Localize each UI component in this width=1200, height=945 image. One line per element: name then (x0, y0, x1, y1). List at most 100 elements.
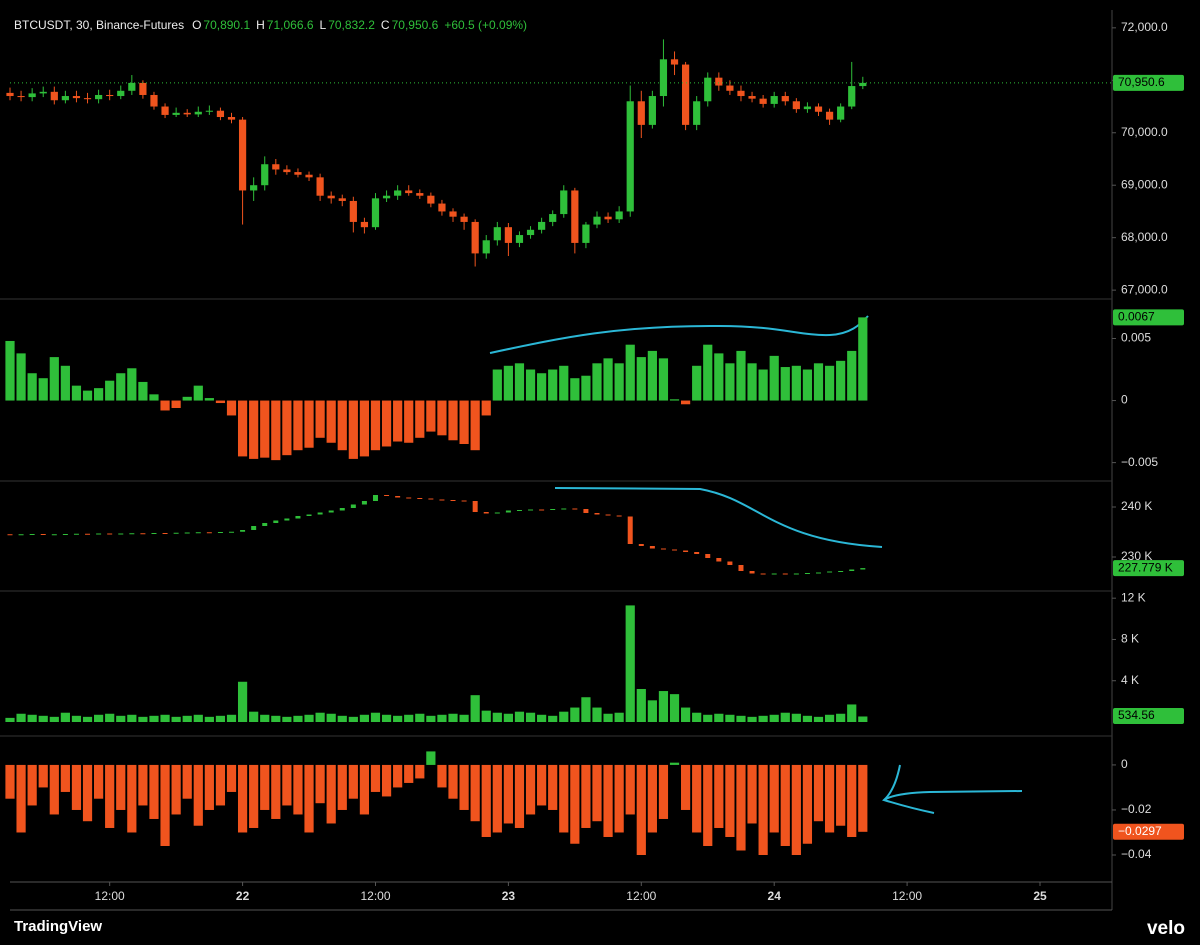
candle-body (361, 501, 367, 505)
bar (293, 764, 303, 815)
candle-body (372, 495, 378, 501)
bar (138, 716, 148, 722)
candle-body (704, 77, 712, 102)
candle-body (327, 195, 335, 199)
bar (348, 716, 358, 722)
candle-body (240, 530, 246, 532)
bar (791, 764, 801, 856)
candle-body (594, 513, 600, 515)
bar (49, 764, 59, 815)
bar (658, 764, 669, 819)
candle-body (40, 534, 46, 535)
candle-body (793, 573, 799, 575)
bar (514, 711, 525, 722)
last-value-box (1113, 560, 1184, 577)
bar (5, 764, 15, 799)
bar (492, 764, 502, 833)
bar (492, 712, 502, 722)
bar (692, 365, 702, 401)
bar (858, 764, 868, 832)
bar (105, 380, 115, 401)
bar (459, 764, 469, 810)
candle-body (649, 546, 655, 549)
candle-body (637, 101, 645, 125)
bar (669, 399, 680, 401)
bar (625, 344, 635, 401)
candle-body (571, 190, 579, 243)
bar (481, 710, 491, 722)
y-tick-label: −0.005 (1121, 455, 1158, 469)
bar (836, 713, 846, 722)
bar (470, 695, 480, 722)
bar (603, 764, 613, 837)
bar (105, 713, 115, 722)
bar (359, 714, 370, 722)
candle-body (659, 59, 668, 97)
bar (304, 714, 314, 722)
bar (370, 712, 381, 722)
bar (38, 715, 48, 722)
bar (393, 400, 403, 442)
candle-body (528, 509, 534, 511)
candle-body (816, 572, 822, 574)
candle-body (371, 198, 380, 228)
bar (703, 344, 713, 401)
bar (736, 715, 746, 722)
candle-body (483, 512, 489, 514)
bar (758, 764, 768, 856)
bar (27, 373, 37, 401)
bar (326, 400, 336, 443)
candle-body (72, 96, 81, 99)
candle-body (107, 533, 113, 535)
candle-body (95, 94, 103, 100)
candle-body (450, 500, 456, 501)
candle-body (814, 106, 823, 112)
bar (813, 764, 824, 822)
ohlc-value: 71,066.6 (266, 18, 314, 32)
bar (481, 764, 491, 837)
candle-body (62, 534, 68, 535)
candle-body (439, 499, 445, 501)
bar (658, 358, 669, 401)
candle-body (583, 509, 589, 513)
candle-body (7, 534, 13, 536)
bar (226, 400, 237, 416)
bar (448, 400, 458, 441)
bar (260, 400, 270, 458)
bar (404, 764, 414, 783)
bar (636, 764, 646, 856)
bar (592, 363, 602, 401)
bar (847, 704, 857, 722)
bar (271, 715, 281, 722)
bar (747, 764, 757, 824)
bar (614, 764, 624, 833)
candle-body (825, 111, 834, 120)
bar (393, 764, 403, 788)
bar (138, 764, 148, 806)
bar (94, 388, 104, 401)
bar (525, 369, 536, 401)
bar (725, 714, 735, 722)
last-value-label: 534.56 (1118, 708, 1155, 722)
bar (271, 400, 281, 461)
bar (769, 355, 779, 401)
bar (614, 712, 624, 722)
bar (94, 764, 104, 799)
candle-body (515, 235, 524, 243)
bar (769, 764, 779, 833)
bar (49, 357, 59, 401)
candle-body (96, 533, 102, 535)
candle-body (139, 82, 147, 95)
candle-body (627, 516, 633, 544)
bar (714, 713, 724, 722)
candle-body (173, 532, 179, 534)
candle-body (504, 227, 512, 243)
bar (514, 363, 525, 401)
y-tick-label: −0.04 (1121, 847, 1152, 861)
candle-body (394, 190, 402, 196)
candle-body (28, 93, 36, 98)
candle-body (604, 216, 612, 220)
bar (437, 764, 447, 788)
y-tick-label: 0.005 (1121, 331, 1151, 345)
candle-body (648, 96, 656, 125)
